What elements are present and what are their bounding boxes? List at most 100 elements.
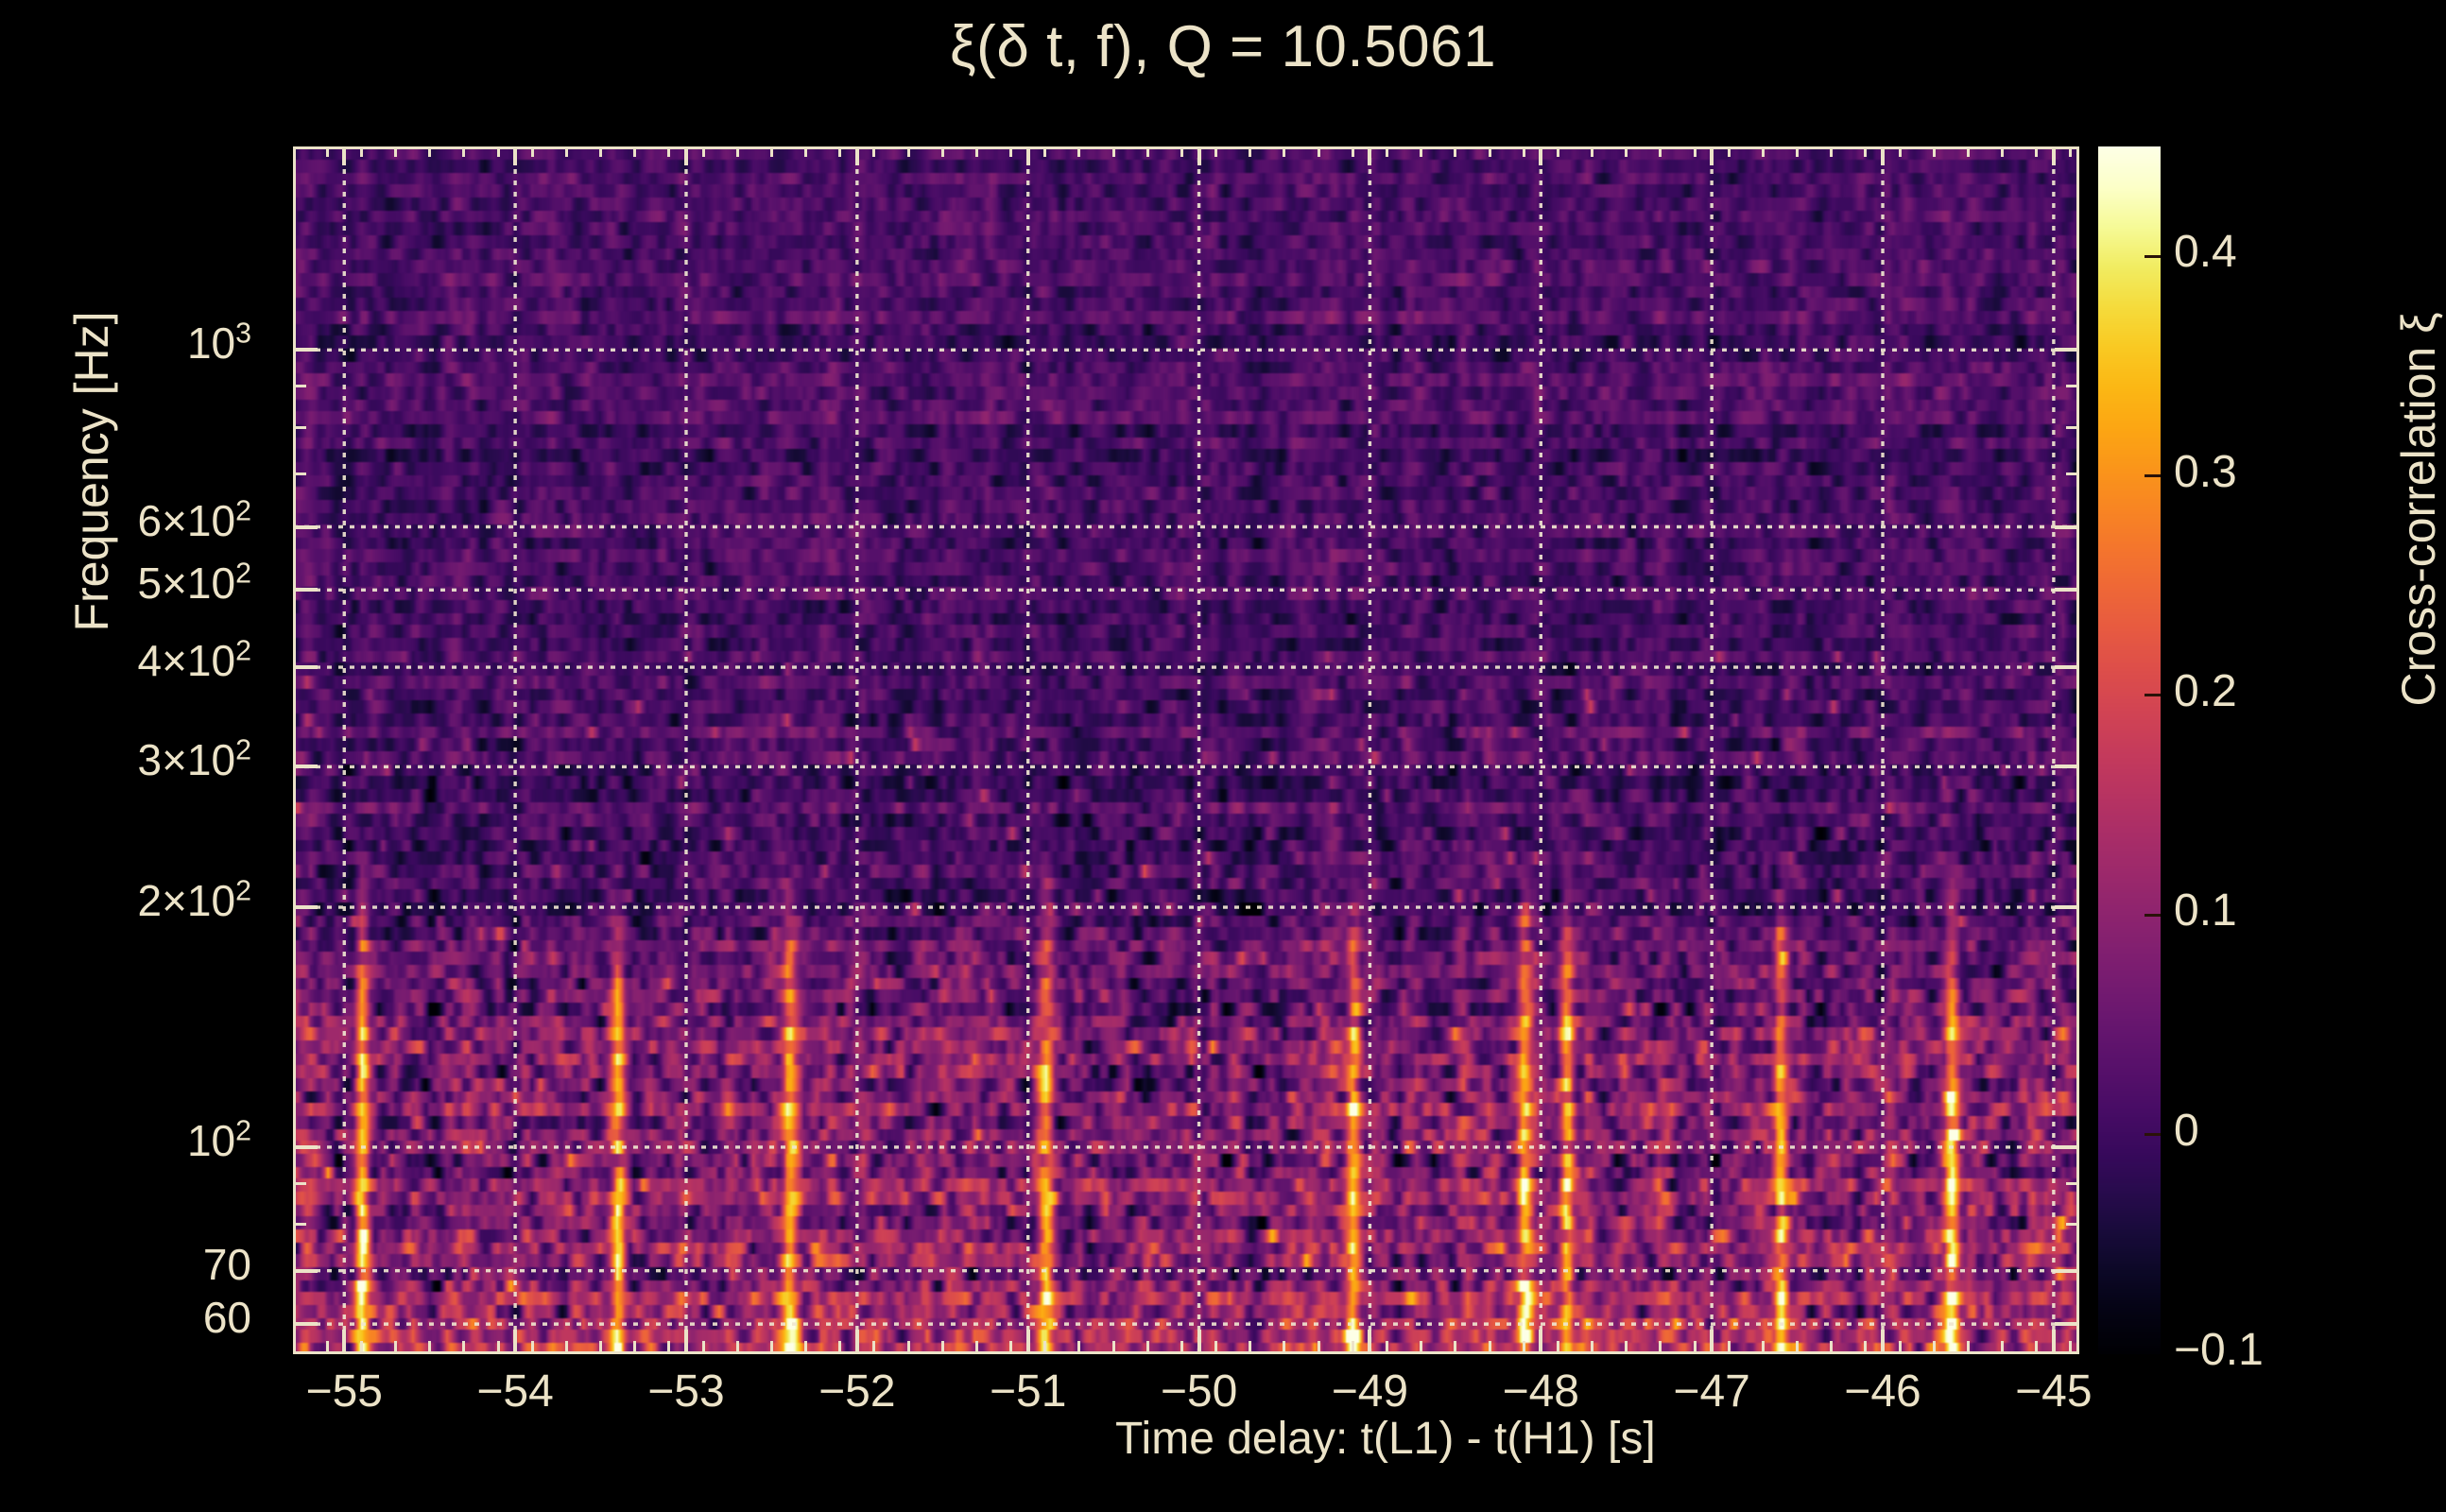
colorbar-tick-label: 0.2 — [2174, 665, 2237, 716]
x-tick-label: −45 — [2015, 1366, 2093, 1417]
x-tick-minor — [1043, 1341, 1047, 1354]
x-tick-major — [854, 1330, 859, 1354]
x-tick-minor-top — [1283, 146, 1286, 157]
x-tick-minor-top — [1727, 146, 1731, 157]
x-tick-minor — [872, 1341, 876, 1354]
x-tick-label: −48 — [1502, 1366, 1579, 1417]
x-tick-minor — [1591, 1341, 1594, 1354]
x-tick-minor-top — [1009, 146, 1013, 157]
x-tick-label: −50 — [1160, 1366, 1238, 1417]
x-tick-major — [342, 1330, 347, 1354]
y-tick-label: 2×102 — [137, 875, 251, 925]
x-tick-minor-top — [1625, 146, 1628, 157]
x-tick-minor — [1932, 1341, 1936, 1354]
x-tick-minor-top — [1317, 146, 1320, 157]
x-tick-minor — [1693, 1341, 1697, 1354]
x-tick-label: −52 — [818, 1366, 896, 1417]
x-tick-minor-top — [1454, 146, 1457, 157]
colorbar-tick-mark — [2145, 1133, 2161, 1137]
x-tick-minor — [940, 1341, 944, 1354]
x-tick-minor — [1830, 1341, 1834, 1354]
x-tick-major — [1710, 1330, 1714, 1354]
x-tick-minor-top — [359, 146, 363, 157]
x-tick-minor — [1386, 1341, 1388, 1354]
y-tick-minor — [293, 348, 306, 352]
x-tick-label: −55 — [305, 1366, 383, 1417]
y-tick-minor — [293, 1182, 306, 1186]
x-tick-minor — [1351, 1341, 1354, 1354]
x-tick-major-top — [2051, 146, 2056, 165]
x-tick-major-top — [1710, 146, 1714, 165]
y-tick-minor-right — [2066, 1322, 2079, 1326]
x-tick-minor-top — [1898, 146, 1902, 157]
y-tick-label: 5×102 — [137, 558, 251, 609]
x-tick-major — [1368, 1330, 1372, 1354]
y-tick-minor-right — [2066, 1269, 2079, 1273]
x-tick-minor-top — [1386, 146, 1388, 157]
colorbar[interactable] — [2098, 146, 2161, 1354]
x-tick-minor-top — [1420, 146, 1423, 157]
page-title: ξ(δ t, f), Q = 10.5061 — [949, 14, 1497, 79]
x-tick-minor — [735, 1341, 739, 1354]
x-tick-minor — [906, 1341, 910, 1354]
colorbar-tick-label: 0 — [2174, 1105, 2199, 1156]
x-tick-major — [2051, 1330, 2056, 1354]
y-tick-label: 102 — [186, 1115, 251, 1165]
x-tick-minor-top — [838, 146, 842, 157]
x-tick-major — [1025, 1330, 1030, 1354]
y-tick-minor-right — [2066, 905, 2079, 909]
colorbar-tick-mark — [2145, 474, 2161, 478]
spectrogram-plot-area[interactable] — [293, 146, 2079, 1354]
colorbar-tick-label: 0.4 — [2174, 227, 2237, 278]
x-tick-minor-top — [769, 146, 773, 157]
x-tick-minor — [2069, 1341, 2073, 1354]
x-tick-label: −53 — [647, 1366, 725, 1417]
x-tick-minor-top — [599, 146, 603, 157]
x-tick-minor — [1659, 1341, 1662, 1354]
y-tick-label: 6×102 — [137, 495, 251, 545]
x-tick-major — [513, 1330, 518, 1354]
x-tick-minor-top — [1966, 146, 1970, 157]
x-tick-minor-top — [1043, 146, 1047, 157]
x-tick-minor — [1761, 1341, 1765, 1354]
y-tick-minor — [293, 525, 306, 528]
x-tick-minor-top — [564, 146, 568, 157]
y-tick-minor-right — [2066, 472, 2079, 475]
x-tick-minor — [394, 1341, 398, 1354]
x-tick-minor — [1522, 1341, 1525, 1354]
y-tick-minor — [293, 765, 306, 768]
x-tick-major-top — [1197, 146, 1201, 165]
x-tick-major — [1881, 1330, 1885, 1354]
x-tick-minor — [325, 1341, 329, 1354]
colorbar-tick-mark — [2145, 694, 2161, 697]
x-tick-minor — [359, 1341, 363, 1354]
x-tick-minor-top — [735, 146, 739, 157]
y-tick-minor — [293, 472, 306, 475]
x-tick-minor — [1111, 1341, 1115, 1354]
x-tick-major-top — [1881, 146, 1885, 165]
y-tick-minor-right — [2066, 425, 2079, 429]
x-tick-label: −54 — [476, 1366, 554, 1417]
x-tick-label: −51 — [989, 1366, 1067, 1417]
y-tick-minor-right — [2066, 588, 2079, 592]
x-tick-minor-top — [1864, 146, 1868, 157]
x-tick-minor — [1077, 1341, 1081, 1354]
y-tick-label: 60 — [202, 1293, 251, 1343]
colorbar-title: Cross-correlation ξ — [2392, 312, 2445, 707]
y-tick-minor-right — [2066, 1182, 2079, 1186]
x-tick-minor-top — [462, 146, 466, 157]
x-tick-minor-top — [701, 146, 705, 157]
colorbar-tick-mark — [2145, 913, 2161, 917]
x-tick-minor-top — [428, 146, 432, 157]
x-tick-minor-top — [1932, 146, 1936, 157]
x-tick-minor — [564, 1341, 568, 1354]
x-tick-minor — [701, 1341, 705, 1354]
x-tick-minor — [1283, 1341, 1286, 1354]
x-tick-minor-top — [633, 146, 637, 157]
y-tick-label: 70 — [202, 1239, 251, 1289]
x-tick-minor-top — [974, 146, 978, 157]
x-tick-minor-top — [1659, 146, 1662, 157]
x-tick-minor — [530, 1341, 534, 1354]
x-tick-minor — [1145, 1341, 1149, 1354]
x-tick-minor — [1966, 1341, 1970, 1354]
